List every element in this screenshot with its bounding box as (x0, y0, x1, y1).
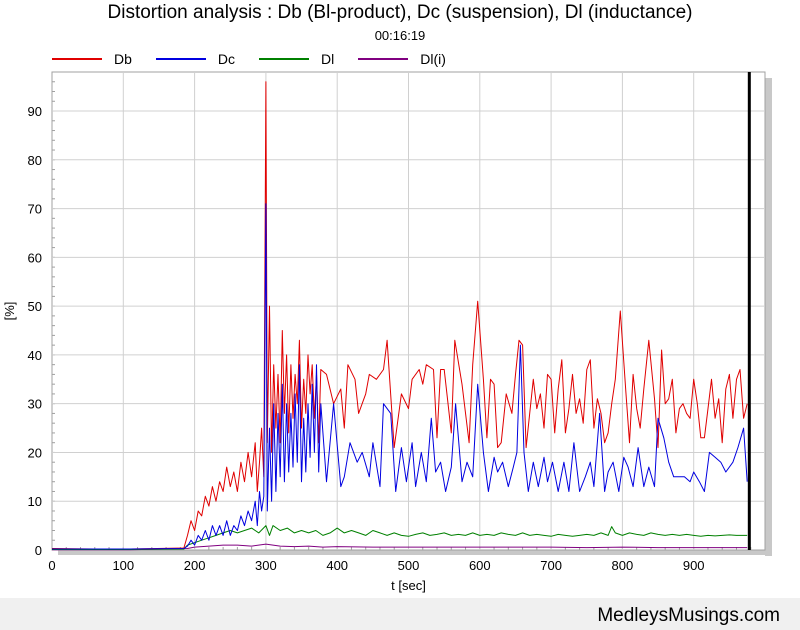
series-line-db (51, 81, 748, 550)
legend-item-db: Db (52, 51, 132, 67)
y-tick-label-0: 0 (35, 543, 42, 558)
legend-item-dli: Dl(i) (358, 51, 446, 67)
legend-swatch-db (52, 58, 102, 60)
x-axis-label: t [sec] (391, 578, 426, 593)
legend-swatch-dc (155, 58, 206, 60)
y-tick-label-1: 10 (28, 494, 42, 509)
y-tick-label-6: 60 (28, 250, 42, 265)
x-tick-label-3: 300 (255, 558, 277, 573)
x-tick-label-4: 400 (326, 558, 348, 573)
x-tick-label-1: 100 (112, 558, 134, 573)
legend-label-dc: Dc (217, 51, 236, 67)
chart-legend: Db Dc Dl Dl(i) (52, 50, 470, 68)
legend-item-dc: Dc (155, 51, 236, 67)
chart-title: Distortion analysis : Db (Bl-product), D… (107, 2, 693, 23)
y-tick-label-3: 30 (28, 397, 42, 412)
plot-shadow-bottom (58, 550, 772, 555)
y-tick-label-9: 90 (28, 104, 42, 119)
x-tick-label-2: 200 (184, 558, 206, 573)
x-tick-label-0: 0 (48, 558, 55, 573)
y-axis-label: [%] (2, 302, 17, 321)
x-tick-label-7: 700 (540, 558, 562, 573)
legend-label-db: Db (114, 51, 132, 67)
legend-item-dl: Dl (259, 51, 334, 67)
y-tick-label-4: 40 (28, 348, 42, 363)
y-tick-label-2: 20 (28, 445, 42, 460)
y-tick-label-8: 80 (28, 153, 42, 168)
series-line-dl (52, 525, 748, 550)
footer-band (0, 598, 800, 630)
x-tick-label-6: 600 (469, 558, 491, 573)
legend-swatch-dl (259, 58, 310, 60)
watermark-text: MedleysMusings.com (597, 605, 780, 626)
legend-label-dli: Dl(i) (420, 51, 446, 67)
distortion-chart: 0 100 200 300 400 500 600 700 800 900 0 10 20 30 40 50 6… (2, 71, 772, 593)
series-line-dli (52, 543, 748, 551)
x-tick-label-8: 800 (612, 558, 634, 573)
legend-swatch-dli (358, 58, 409, 60)
plot-shadow-right (765, 78, 772, 556)
y-tick-label-7: 70 (28, 202, 42, 217)
x-tick-label-5: 500 (398, 558, 420, 573)
chart-subtitle: 00:16:19 (374, 28, 426, 43)
legend-label-dl: Dl (321, 51, 335, 67)
series-line-dc (52, 203, 748, 550)
x-tick-label-9: 900 (683, 558, 705, 573)
y-tick-label-5: 50 (28, 299, 42, 314)
